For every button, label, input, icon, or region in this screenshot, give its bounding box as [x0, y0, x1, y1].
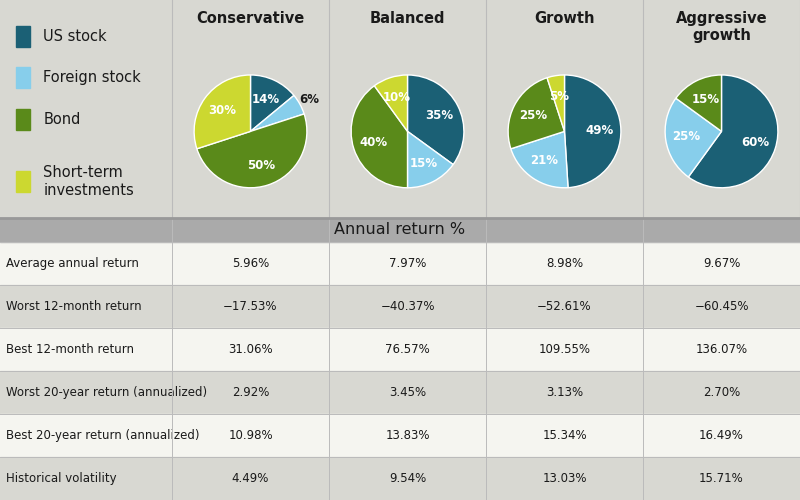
- Bar: [0, 328, 800, 371]
- Text: 5%: 5%: [549, 90, 569, 103]
- Text: 35%: 35%: [425, 108, 454, 122]
- Text: −40.37%: −40.37%: [380, 300, 434, 312]
- Bar: [0, 218, 800, 242]
- Text: Best 12-month return: Best 12-month return: [6, 342, 134, 355]
- Text: 8.98%: 8.98%: [546, 256, 583, 270]
- Text: 2.70%: 2.70%: [703, 386, 740, 399]
- Text: US stock: US stock: [43, 28, 107, 44]
- Text: Conservative: Conservative: [196, 11, 305, 26]
- Text: 15%: 15%: [691, 93, 719, 106]
- Text: 3.45%: 3.45%: [389, 386, 426, 399]
- Bar: [16, 67, 30, 88]
- Text: 50%: 50%: [247, 158, 275, 172]
- Text: 10%: 10%: [382, 91, 410, 104]
- Text: Growth: Growth: [534, 11, 594, 26]
- Wedge shape: [547, 75, 565, 132]
- Text: Annual return %: Annual return %: [334, 222, 466, 237]
- Text: 40%: 40%: [360, 136, 388, 149]
- Text: −17.53%: −17.53%: [223, 300, 278, 312]
- Text: Aggressive
growth: Aggressive growth: [676, 11, 767, 44]
- Text: Worst 20-year return (annualized): Worst 20-year return (annualized): [6, 386, 207, 399]
- Text: 60%: 60%: [742, 136, 770, 149]
- Text: 16.49%: 16.49%: [699, 429, 744, 442]
- Text: 76.57%: 76.57%: [385, 342, 430, 355]
- Text: Worst 12-month return: Worst 12-month return: [6, 300, 142, 312]
- Wedge shape: [511, 132, 568, 188]
- Text: 109.55%: 109.55%: [538, 342, 590, 355]
- Text: 31.06%: 31.06%: [228, 342, 273, 355]
- Text: 5.96%: 5.96%: [232, 256, 269, 270]
- Wedge shape: [565, 75, 621, 188]
- Text: 13.83%: 13.83%: [386, 429, 430, 442]
- Wedge shape: [508, 78, 565, 149]
- Text: −52.61%: −52.61%: [537, 300, 592, 312]
- Text: 15.34%: 15.34%: [542, 429, 587, 442]
- Text: Short-term
investments: Short-term investments: [43, 165, 134, 198]
- Text: 15.71%: 15.71%: [699, 472, 744, 485]
- Wedge shape: [688, 75, 778, 188]
- Text: 13.03%: 13.03%: [542, 472, 586, 485]
- Wedge shape: [676, 75, 722, 132]
- Text: −60.45%: −60.45%: [694, 300, 749, 312]
- Text: 6%: 6%: [299, 93, 319, 106]
- Text: Bond: Bond: [43, 112, 81, 126]
- Text: Balanced: Balanced: [370, 11, 446, 26]
- Text: 14%: 14%: [251, 92, 280, 106]
- Text: 136.07%: 136.07%: [695, 342, 747, 355]
- Wedge shape: [407, 75, 464, 164]
- Text: 10.98%: 10.98%: [228, 429, 273, 442]
- Bar: [16, 26, 30, 46]
- Wedge shape: [194, 75, 250, 149]
- Wedge shape: [407, 132, 453, 188]
- Text: 9.54%: 9.54%: [389, 472, 426, 485]
- Text: 49%: 49%: [586, 124, 614, 137]
- Text: 21%: 21%: [530, 154, 558, 168]
- Text: 30%: 30%: [208, 104, 236, 117]
- Text: 2.92%: 2.92%: [232, 386, 269, 399]
- Wedge shape: [351, 86, 407, 188]
- Text: Foreign stock: Foreign stock: [43, 70, 141, 85]
- Wedge shape: [374, 75, 407, 132]
- Text: 25%: 25%: [518, 108, 547, 122]
- Wedge shape: [250, 75, 294, 132]
- Bar: [16, 109, 30, 130]
- Text: Historical volatility: Historical volatility: [6, 472, 117, 485]
- Bar: [0, 242, 800, 284]
- Text: Average annual return: Average annual return: [6, 256, 139, 270]
- Wedge shape: [197, 114, 307, 188]
- Wedge shape: [250, 96, 304, 132]
- Text: 3.13%: 3.13%: [546, 386, 583, 399]
- Bar: [0, 371, 800, 414]
- Bar: [0, 284, 800, 328]
- Wedge shape: [665, 98, 722, 177]
- Text: Best 20-year return (annualized): Best 20-year return (annualized): [6, 429, 200, 442]
- Bar: [16, 171, 30, 192]
- Text: 4.49%: 4.49%: [232, 472, 269, 485]
- Text: 9.67%: 9.67%: [703, 256, 740, 270]
- Text: 15%: 15%: [410, 156, 438, 170]
- Text: 25%: 25%: [672, 130, 701, 143]
- Bar: [0, 414, 800, 457]
- Text: 7.97%: 7.97%: [389, 256, 426, 270]
- Bar: [0, 457, 800, 500]
